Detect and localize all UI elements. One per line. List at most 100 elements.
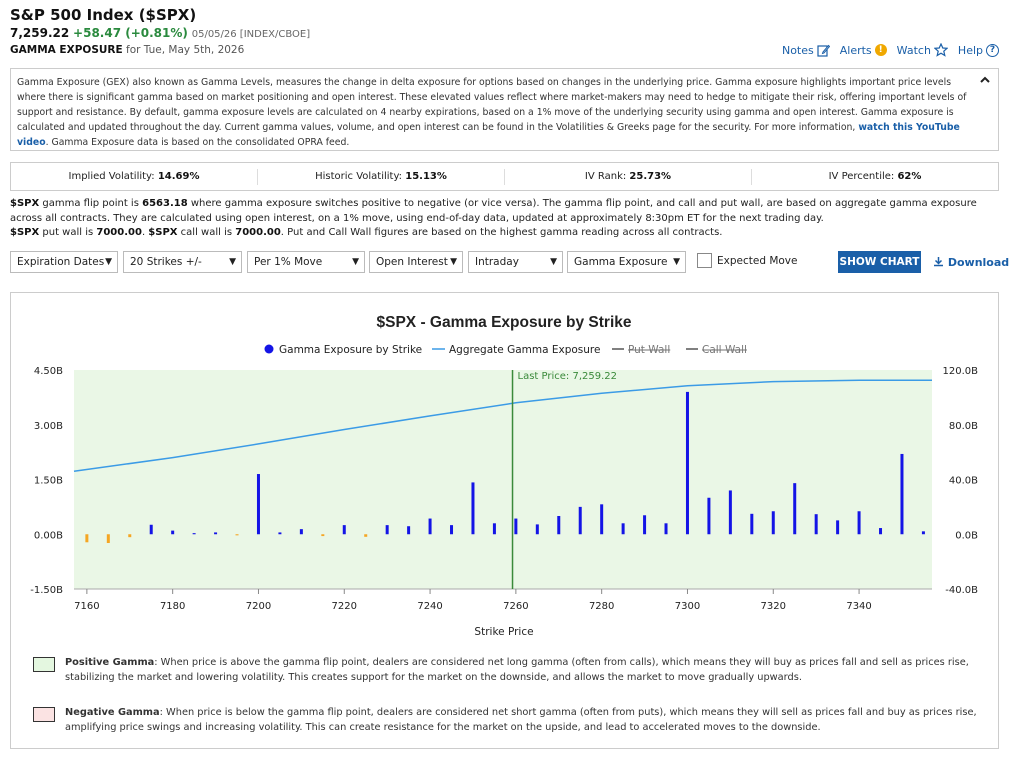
watch-link[interactable]: Watch [897, 43, 948, 57]
gamma-bar [385, 525, 389, 535]
alerts-label: Alerts [839, 43, 872, 57]
expected-move-label: Expected Move [717, 255, 798, 267]
stat-implied-volatility: Implied Volatility: 14.69% [11, 168, 258, 185]
aggregate-gamma-line [73, 379, 932, 473]
last-price-label: Last Price: 7,259.22 [518, 371, 617, 382]
notes-link[interactable]: Notes [782, 44, 830, 57]
view-select[interactable]: Gamma Exposure ▼ [567, 251, 686, 273]
x-tick-label: 7300 [675, 601, 700, 612]
gamma-bar [557, 516, 561, 535]
select-value: Per 1% Move [254, 256, 323, 268]
legend-label-aggregate[interactable]: Aggregate Gamma Exposure [449, 344, 600, 356]
y-tick-label: 0.00B [34, 530, 63, 541]
legend-label-put-wall[interactable]: Put Wall [628, 344, 670, 356]
gamma-bar [578, 506, 582, 535]
legend-label-call-wall[interactable]: Call Wall [702, 344, 747, 356]
flip-point-value: 6563.18 [142, 198, 188, 209]
chart-legend: Gamma Exposure by Strike Aggregate Gamma… [264, 344, 747, 356]
x-tick-label: 7340 [846, 601, 871, 612]
negative-gamma-text: : When price is below the gamma flip poi… [65, 707, 977, 733]
select-value: Intraday [475, 256, 519, 268]
gamma-bar [342, 525, 346, 535]
positive-gamma-swatch [33, 657, 55, 672]
show-chart-button[interactable]: SHOW CHART [838, 251, 921, 273]
gamma-bar [814, 514, 818, 535]
chevron-down-icon: ▼ [550, 257, 557, 267]
positive-gamma-region [74, 370, 932, 589]
legend-marker-gamma [264, 344, 274, 354]
description-text: Gamma Exposure (GEX) also known as Gamma… [17, 77, 967, 133]
gamma-bar [214, 532, 218, 535]
expected-move-checkbox[interactable] [697, 253, 712, 268]
help-icon: ? [986, 43, 999, 57]
dropdown-label: Expiration Dates [17, 256, 105, 268]
gamma-bar [492, 523, 496, 535]
subtitle-date: for Tue, May 5th, 2026 [126, 44, 245, 56]
move-select[interactable]: Per 1% Move ▼ [247, 251, 365, 273]
gamma-bar [299, 529, 303, 535]
x-tick-label: 7280 [589, 601, 614, 612]
gex-description: Gamma Exposure (GEX) also known as Gamma… [10, 68, 999, 151]
page-subtitle: GAMMA EXPOSURE for Tue, May 5th, 2026 [10, 44, 244, 56]
gamma-bars [85, 391, 925, 544]
gamma-bar [321, 534, 325, 537]
y-tick-label: -1.50B [30, 585, 63, 596]
star-icon [933, 43, 948, 57]
chevron-down-icon: ▼ [450, 257, 457, 267]
legend-label-gamma[interactable]: Gamma Exposure by Strike [279, 344, 422, 356]
negative-gamma-title: Negative Gamma [65, 707, 160, 718]
gamma-bar [192, 533, 196, 535]
caret-down-icon: ▼ [105, 257, 112, 267]
price-change: +58.47 (+0.81%) [73, 26, 188, 40]
x-axis-label: Strike Price [474, 626, 533, 638]
gamma-bar [407, 526, 411, 535]
y2-tick-label: 120.0B [943, 366, 979, 377]
x-tick-label: 7260 [503, 601, 528, 612]
x-tick-label: 7320 [761, 601, 786, 612]
chevron-down-icon: ▼ [352, 257, 359, 267]
page-title: S&P 500 Index ($SPX) [10, 6, 197, 24]
select-value: Gamma Exposure [574, 256, 668, 268]
stat-value: 25.73% [629, 170, 672, 182]
alerts-link[interactable]: Alerts ! [840, 44, 887, 57]
download-label: Download [947, 256, 1009, 269]
gamma-bar [256, 474, 260, 535]
chevron-up-icon[interactable] [978, 74, 992, 88]
gamma-flip-info: $SPX gamma flip point is 6563.18 where g… [10, 197, 999, 241]
stat-label: Implied Volatility: [68, 170, 155, 182]
gamma-bar [600, 504, 604, 535]
chart-svg: $SPX - Gamma Exposure by Strike Gamma Ex… [30, 314, 979, 638]
y-axis-right: 120.0B 80.0B 40.0B 0.0B -40.0B [943, 366, 979, 596]
y2-tick-label: 80.0B [949, 421, 978, 432]
description-text-end: . Gamma Exposure data is based on the co… [45, 137, 350, 148]
stat-label: IV Rank: [584, 170, 627, 182]
info-text: . [141, 227, 149, 238]
gamma-bar [535, 524, 539, 535]
y2-tick-label: 0.0B [955, 530, 978, 541]
download-link[interactable]: Download [933, 256, 1009, 269]
gamma-bar [707, 497, 711, 535]
subtitle-bold: GAMMA EXPOSURE [10, 44, 123, 56]
stat-value: 15.13% [405, 170, 447, 182]
watch-label: Watch [896, 43, 931, 57]
chart-title: $SPX - Gamma Exposure by Strike [377, 314, 632, 331]
gamma-bar [471, 482, 475, 535]
symbol: $SPX [148, 227, 178, 238]
gamma-bar [364, 534, 368, 537]
gamma-bar [685, 391, 689, 535]
info-text: . Put and Call Wall figures are based on… [280, 227, 723, 238]
positive-gamma-note: Positive Gamma: When price is above the … [33, 655, 993, 685]
gamma-bar [149, 524, 153, 535]
notes-label: Notes [781, 43, 814, 57]
expiration-dates-dropdown[interactable]: Expiration Dates ▼ [10, 251, 118, 273]
info-text: call wall is [177, 227, 236, 238]
symbol: $SPX [10, 198, 40, 209]
youtube-video-link[interactable]: watch this YouTube video [17, 122, 960, 148]
x-tick-label: 7240 [417, 601, 442, 612]
metric-select[interactable]: Open Interest ▼ [369, 251, 463, 273]
info-text: where gamma exposure switches positive t… [10, 198, 977, 224]
timeframe-select[interactable]: Intraday ▼ [468, 251, 563, 273]
help-link[interactable]: Help ? [958, 43, 999, 57]
strikes-select[interactable]: 20 Strikes +/- ▼ [123, 251, 242, 273]
stat-label: IV Percentile: [828, 170, 895, 182]
